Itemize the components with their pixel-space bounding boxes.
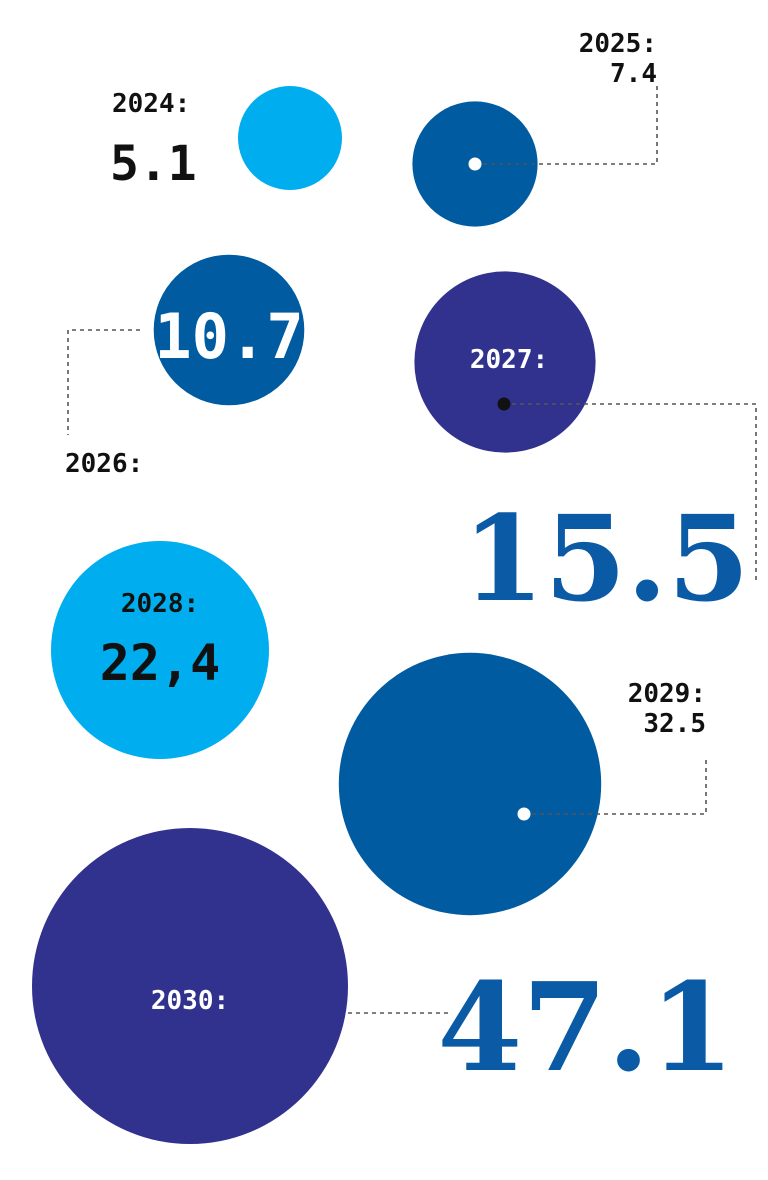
value-label-2027: 15.5 — [462, 489, 749, 628]
bubble-2027 — [414, 271, 596, 453]
bubble-2030 — [32, 828, 348, 1144]
year-label-2030: 2030: — [151, 986, 229, 1016]
value-label-2025: 7.4 — [610, 59, 657, 89]
leader-dot-2027 — [497, 397, 511, 411]
value-label-2028: 22,4 — [100, 634, 220, 692]
leader-dot-2025 — [468, 157, 482, 171]
year-label-2026: 2026: — [65, 449, 143, 479]
year-label-2027: 2027: — [470, 345, 548, 375]
bubble-2029 — [338, 652, 602, 916]
leader-dot-2029 — [517, 807, 531, 821]
year-label-2028: 2028: — [121, 589, 199, 619]
bubble-2024 — [238, 86, 342, 190]
value-label-2029: 32.5 — [643, 709, 706, 739]
leader-line-2027 — [504, 403, 757, 582]
bubble-2026 — [153, 254, 305, 406]
leader-line-2026 — [67, 329, 140, 435]
value-label-2026: 10.7 — [154, 300, 303, 373]
leader-line-2029 — [524, 758, 707, 815]
value-label-2024: 5.1 — [110, 136, 197, 192]
year-label-2029: 2029: — [628, 679, 706, 709]
year-label-2024: 2024: — [112, 89, 190, 119]
bubble-2028 — [51, 541, 269, 759]
leader-line-2025 — [475, 86, 658, 165]
value-label-2030: 47.1 — [437, 955, 734, 1099]
year-label-2025: 2025: — [579, 29, 657, 59]
